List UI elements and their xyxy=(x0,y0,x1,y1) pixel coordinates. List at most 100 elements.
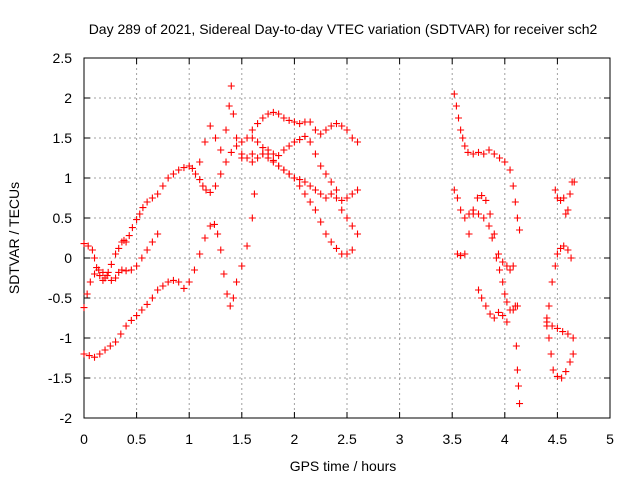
data-point xyxy=(107,276,115,284)
data-point xyxy=(453,250,461,258)
data-point xyxy=(506,166,514,174)
y-tick-label: 1 xyxy=(64,170,72,186)
data-point xyxy=(450,186,458,194)
data-point xyxy=(457,252,465,260)
data-point xyxy=(322,230,330,238)
data-point xyxy=(296,182,304,190)
data-point xyxy=(564,206,572,214)
x-tick-label: 2.5 xyxy=(337,431,357,447)
data-point xyxy=(248,150,256,158)
data-point xyxy=(503,318,511,326)
data-point xyxy=(96,350,104,358)
data-point xyxy=(95,266,103,274)
data-point xyxy=(248,158,256,166)
data-point xyxy=(475,148,482,156)
data-point xyxy=(562,368,570,376)
data-point xyxy=(206,188,214,196)
data-point xyxy=(475,286,482,294)
data-point xyxy=(238,154,246,162)
data-point xyxy=(217,170,225,178)
data-point xyxy=(306,118,314,126)
data-point xyxy=(348,222,356,230)
data-point xyxy=(127,266,135,274)
data-point xyxy=(269,156,277,164)
data-point xyxy=(348,190,356,198)
data-point xyxy=(290,174,298,182)
data-point xyxy=(327,122,335,130)
data-point xyxy=(490,314,498,322)
data-point xyxy=(188,164,196,172)
y-tick-label: 0 xyxy=(64,250,72,266)
data-point xyxy=(509,262,517,270)
data-point xyxy=(566,190,574,198)
data-point xyxy=(348,134,356,142)
data-point xyxy=(202,186,210,194)
data-point xyxy=(496,266,504,274)
data-point xyxy=(296,176,304,184)
data-point xyxy=(212,182,219,190)
data-point xyxy=(311,126,319,134)
data-point xyxy=(199,182,207,190)
data-point xyxy=(322,126,330,134)
data-point xyxy=(485,222,493,230)
data-point xyxy=(301,132,309,140)
data-point xyxy=(296,120,304,128)
data-point xyxy=(275,110,283,118)
data-point xyxy=(214,230,222,238)
data-point xyxy=(248,126,256,134)
data-point xyxy=(490,230,498,238)
data-point xyxy=(494,308,502,316)
data-point xyxy=(543,318,551,326)
data-point xyxy=(301,190,309,198)
data-point xyxy=(83,290,91,298)
data-point xyxy=(306,198,314,206)
data-point xyxy=(488,234,496,242)
data-point xyxy=(459,134,467,142)
data-point xyxy=(306,138,314,146)
data-point xyxy=(259,144,267,152)
data-point xyxy=(317,190,325,198)
data-point xyxy=(88,246,96,254)
x-tick-label: 0.5 xyxy=(127,431,147,447)
data-point xyxy=(133,312,141,320)
data-point xyxy=(169,276,177,284)
series-track-l xyxy=(543,242,575,322)
y-tick-label: -0.5 xyxy=(48,290,72,306)
data-point xyxy=(317,130,325,138)
data-point xyxy=(545,302,553,310)
data-point xyxy=(285,142,293,150)
data-point xyxy=(148,194,156,202)
data-point xyxy=(560,242,568,250)
series-track-g xyxy=(450,90,524,234)
data-point xyxy=(473,194,481,202)
data-point xyxy=(136,210,144,218)
data-point xyxy=(455,114,463,122)
data-point xyxy=(513,366,521,374)
data-point xyxy=(225,102,233,110)
x-tick-label: 4.5 xyxy=(548,431,568,447)
data-point xyxy=(485,146,493,154)
data-point xyxy=(210,220,218,228)
data-point xyxy=(559,328,567,336)
data-point xyxy=(478,294,486,302)
data-point xyxy=(494,250,502,258)
data-point xyxy=(480,214,488,222)
data-point xyxy=(280,146,288,154)
data-point xyxy=(275,152,283,160)
data-point xyxy=(201,234,209,242)
data-point xyxy=(206,122,214,130)
data-point xyxy=(343,126,351,134)
data-point xyxy=(233,134,241,142)
data-point xyxy=(122,267,130,275)
data-point xyxy=(169,170,177,178)
data-point xyxy=(322,194,330,202)
data-point xyxy=(101,346,109,354)
data-point xyxy=(226,302,234,310)
data-point xyxy=(206,222,214,230)
data-point xyxy=(154,230,162,238)
x-tick-label: 3.5 xyxy=(442,431,462,447)
data-point xyxy=(196,158,204,166)
data-point xyxy=(564,246,572,254)
data-point xyxy=(311,186,319,194)
